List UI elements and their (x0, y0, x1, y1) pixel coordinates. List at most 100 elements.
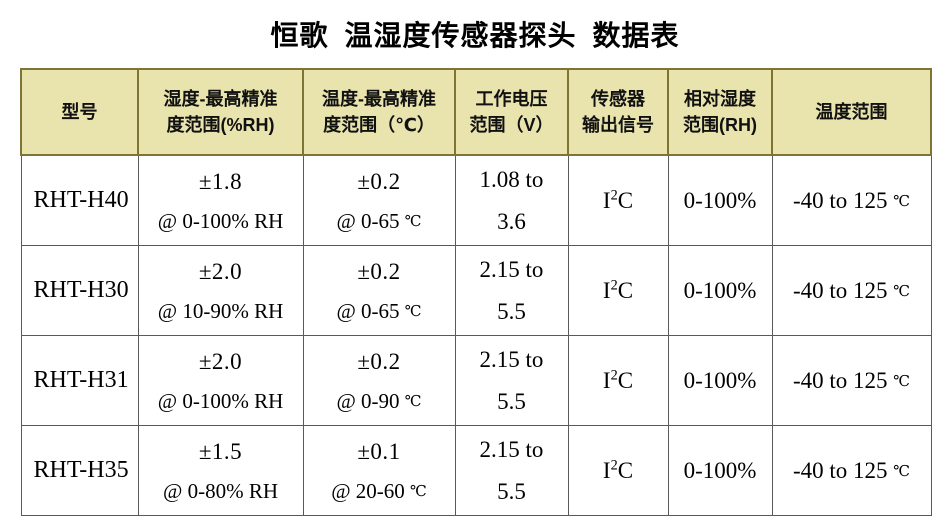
celsius-unit: ℃ (404, 393, 422, 410)
cell-output-signal: I2C (567, 335, 669, 426)
header-line-1: 相对湿度 (684, 88, 756, 109)
cell-temperature-range: -40 to 125 ℃ (771, 245, 932, 336)
humidity-accuracy-condition: @ 0-100% RH (157, 208, 284, 233)
cell-output-signal: I2C (567, 425, 669, 516)
cell-temperature-range: -40 to 125 ℃ (771, 154, 932, 246)
celsius-unit: ℃ (893, 283, 911, 300)
temperature-range-value: -40 to 125 ℃ (793, 188, 910, 213)
humidity-accuracy-value: ±2.0 (198, 348, 243, 374)
cell-model: RHT-H40 (20, 154, 139, 246)
condition-text: @ 0-90 (336, 388, 405, 413)
cell-temperature-accuracy: ±0.2 @ 0-90 ℃ (302, 335, 456, 426)
column-header-humidity-range: 相对湿度 范围(RH) (667, 68, 773, 156)
page-title: 恒歌 温湿度传感器探头 数据表 (270, 21, 680, 52)
table-body: RHT-H40 ±1.8 @ 0-100% RH ±0.2 @ 0-65 ℃ 1… (20, 154, 932, 516)
range-text: -40 to 125 (792, 187, 894, 213)
spec-table-container: 型号 湿度-最高精准 度范围(%RH) 温度-最高精准 度范围（℃） 工作电压 … (20, 68, 932, 516)
signal-suffix: C (617, 277, 634, 303)
humidity-accuracy-condition: @ 10-90% RH (157, 298, 284, 323)
temperature-accuracy-condition: @ 20-60 ℃ (304, 477, 455, 505)
column-header-temperature-range: 温度范围 (771, 68, 932, 156)
table-row: RHT-H40 ±1.8 @ 0-100% RH ±0.2 @ 0-65 ℃ 1… (20, 154, 932, 246)
celsius-unit: ℃ (893, 373, 911, 390)
cell-temperature-range: -40 to 125 ℃ (771, 425, 932, 516)
humidity-accuracy-value: ±1.8 (198, 168, 243, 194)
humidity-accuracy-condition: @ 0-80% RH (163, 478, 278, 503)
celsius-unit: ℃ (410, 483, 427, 500)
cell-temperature-accuracy: ±0.1 @ 20-60 ℃ (302, 425, 456, 516)
range-text: -40 to 125 (792, 457, 894, 483)
table-row: RHT-H31 ±2.0 @ 0-100% RH ±0.2 @ 0-90 ℃ 2… (20, 335, 932, 426)
temperature-range-value: -40 to 125 ℃ (793, 278, 910, 303)
signal-prefix: I (602, 457, 611, 483)
voltage-line-1: 2.15 to (479, 437, 544, 463)
header-line-1: 传感器 (591, 88, 645, 109)
header-line-1: 温度范围 (815, 101, 888, 122)
model-label: RHT-H30 (33, 277, 129, 304)
cell-humidity-range: 0-100% (667, 154, 773, 246)
signal-prefix: I (602, 367, 611, 393)
humidity-range-value: 0-100% (683, 187, 757, 213)
celsius-unit: ℃ (893, 193, 911, 210)
column-header-output-signal: 传感器 输出信号 (567, 68, 669, 156)
voltage-line-2: 5.5 (497, 388, 526, 414)
cell-temperature-accuracy: ±0.2 @ 0-65 ℃ (302, 245, 456, 336)
celsius-unit: ℃ (893, 463, 911, 480)
voltage-line-2: 5.5 (497, 298, 526, 324)
cell-output-signal: I2C (567, 245, 669, 336)
voltage-line-1: 2.15 to (479, 347, 544, 373)
temperature-accuracy-value: ±0.2 (357, 258, 401, 284)
column-header-temperature-accuracy: 温度-最高精准 度范围（℃） (302, 68, 456, 156)
temperature-accuracy-condition: @ 0-90 ℃ (304, 387, 455, 415)
model-label: RHT-H40 (33, 187, 129, 214)
range-text: -40 to 125 (792, 367, 894, 393)
cell-humidity-accuracy: ±1.8 @ 0-100% RH (137, 154, 304, 246)
header-line-2: 范围（V） (469, 115, 554, 135)
cell-model: RHT-H35 (20, 425, 139, 516)
column-header-voltage: 工作电压 范围（V） (454, 68, 569, 156)
voltage-line-2: 3.6 (497, 208, 526, 234)
signal-superscript: 2 (610, 277, 618, 294)
signal-prefix: I (602, 277, 611, 303)
humidity-range-value: 0-100% (683, 367, 757, 393)
cell-humidity-accuracy: ±2.0 @ 0-100% RH (137, 335, 304, 426)
humidity-accuracy-condition: @ 0-100% RH (157, 388, 284, 413)
header-line-1: 温度-最高精准 (322, 88, 436, 109)
header-line-1: 型号 (61, 101, 98, 122)
condition-text: @ 20-60 (331, 478, 411, 503)
temperature-accuracy-value: ±0.1 (357, 438, 401, 464)
header-line-2: 度范围(%RH) (166, 115, 275, 135)
signal-prefix: I (602, 187, 611, 213)
cell-humidity-range: 0-100% (667, 335, 773, 426)
cell-voltage: 1.08 to 3.6 (454, 154, 569, 246)
signal-superscript: 2 (610, 457, 618, 474)
humidity-range-value: 0-100% (683, 277, 757, 303)
voltage-line-1: 1.08 to (479, 167, 544, 193)
signal-superscript: 2 (610, 187, 618, 204)
temperature-range-value: -40 to 125 ℃ (793, 368, 910, 393)
column-header-model: 型号 (20, 68, 139, 156)
table-row: RHT-H30 ±2.0 @ 10-90% RH ±0.2 @ 0-65 ℃ 2… (20, 245, 932, 336)
celsius-unit: ℃ (404, 213, 422, 230)
cell-voltage: 2.15 to 5.5 (454, 335, 569, 426)
cell-output-signal: I2C (567, 154, 669, 246)
humidity-accuracy-value: ±1.5 (198, 438, 243, 464)
header-line-1: 工作电压 (475, 88, 548, 109)
signal-suffix: C (617, 457, 634, 483)
condition-text: @ 0-65 (336, 298, 405, 323)
model-label: RHT-H31 (33, 367, 129, 394)
temperature-accuracy-condition: @ 0-65 ℃ (304, 207, 455, 235)
header-line-2: 度范围（℃） (323, 115, 435, 135)
temperature-accuracy-condition: @ 0-65 ℃ (304, 297, 455, 325)
celsius-unit: ℃ (404, 303, 422, 320)
signal-suffix: C (617, 187, 634, 213)
cell-temperature-range: -40 to 125 ℃ (771, 335, 932, 426)
humidity-range-value: 0-100% (683, 457, 757, 483)
output-signal-label: I2C (603, 278, 633, 303)
signal-suffix: C (617, 367, 634, 393)
cell-model: RHT-H31 (20, 335, 139, 426)
condition-text: @ 0-65 (336, 208, 405, 233)
table-header: 型号 湿度-最高精准 度范围(%RH) 温度-最高精准 度范围（℃） 工作电压 … (20, 68, 932, 156)
header-row: 型号 湿度-最高精准 度范围(%RH) 温度-最高精准 度范围（℃） 工作电压 … (20, 68, 932, 156)
